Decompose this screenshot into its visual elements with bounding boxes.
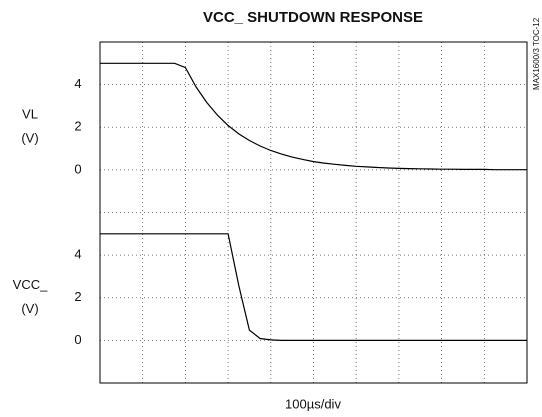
x-axis-label: 100µs/div — [285, 396, 341, 411]
y-axis-label: VL — [22, 107, 38, 122]
y-tick-label: 2 — [74, 289, 81, 304]
y-tick-label: 0 — [74, 161, 81, 176]
y-tick-label: 4 — [74, 247, 81, 262]
plot-frame — [99, 41, 528, 384]
y-axis-label: (V) — [21, 301, 38, 316]
y-axis-label: VCC_ — [13, 277, 48, 292]
y-axis-label: (V) — [21, 131, 38, 146]
trace — [100, 233, 527, 341]
side-note: MAX1600/3 TOC-12 — [532, 17, 541, 90]
trace — [100, 62, 527, 171]
chart-title: VCC_ SHUTDOWN RESPONSE — [203, 9, 423, 26]
y-tick-label: 0 — [74, 332, 81, 347]
y-tick-label: 4 — [74, 76, 81, 91]
y-tick-label: 2 — [74, 119, 81, 134]
